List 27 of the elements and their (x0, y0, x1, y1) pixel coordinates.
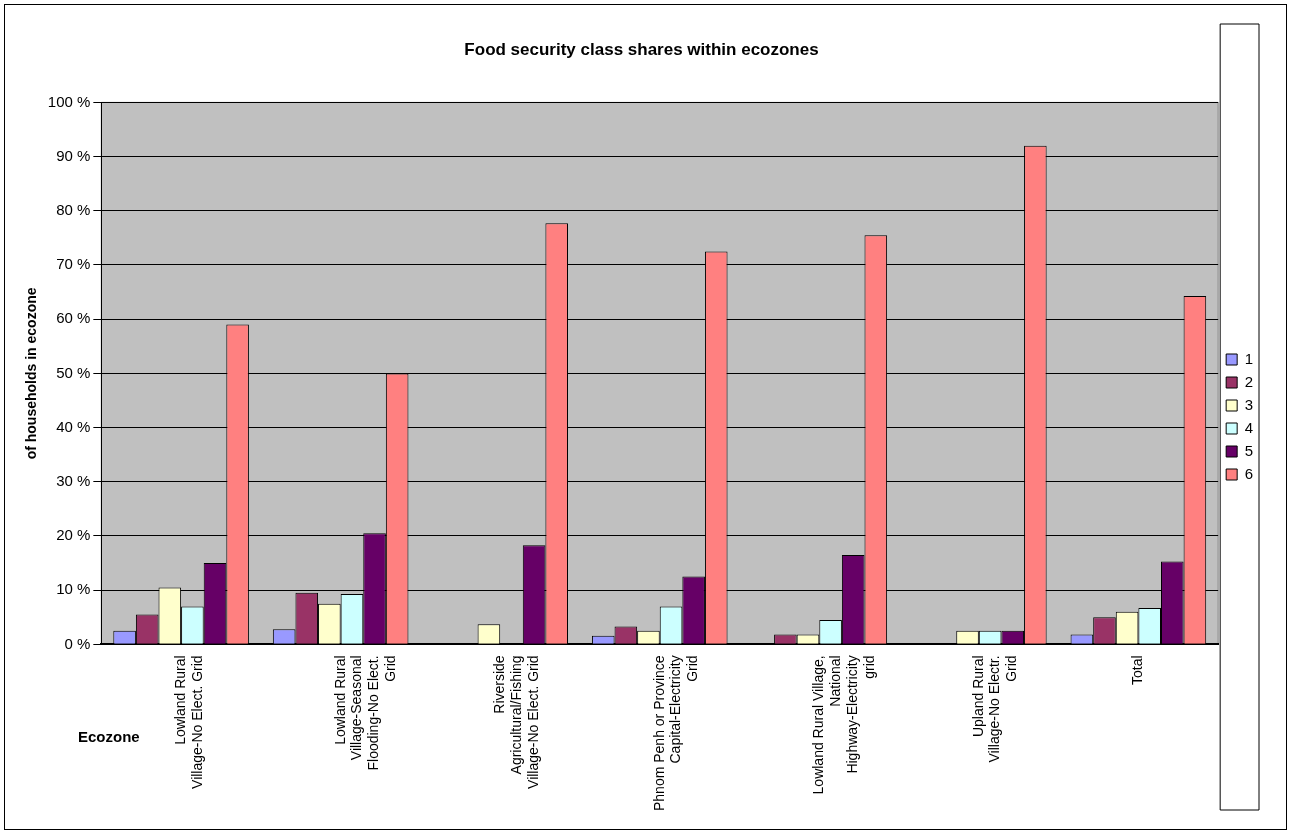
y-tick-label: 70 % (56, 255, 91, 273)
y-tick-label: 100 % (47, 92, 91, 110)
x-tick-label: Upland Rural Village-No Electr. Grid (969, 655, 1020, 763)
y-tick-label: 60 % (56, 309, 91, 327)
x-tick-label: Lowland Rural Village-No Elect. Grid (171, 655, 205, 789)
x-tick-label: Total (1129, 655, 1146, 685)
legend-label: 3 (1244, 395, 1253, 413)
y-tick-label: 40 % (56, 417, 91, 435)
y-tick-label: 80 % (56, 200, 91, 218)
legend-label: 6 (1244, 464, 1253, 482)
y-tick-label: 30 % (56, 471, 91, 489)
x-axis-title: Ecozone (78, 728, 140, 745)
y-tick-label: 0 % (64, 634, 91, 652)
y-tick-label: 20 % (56, 526, 91, 544)
y-axis-title: of households in ecozone (23, 287, 40, 460)
x-tick-label: Riverside Agricultural/Fishing Village-No Elect. Grid (491, 655, 541, 789)
x-tick-label: Phnom Penh or Province Capital-Electricity Grid (650, 655, 701, 811)
legend-label: 1 (1244, 349, 1253, 367)
y-tick-label: 90 % (56, 146, 91, 164)
legend-label: 5 (1244, 441, 1253, 459)
x-tick-label: Lowland Rural Village, National Highway-Electricity grid (810, 655, 877, 795)
chart-title: Food security class shares within ecozones (464, 39, 819, 59)
x-tick-label: Lowland Rural Village-Seasonal Flooding-No Elect. Grid (331, 655, 398, 771)
y-tick-label: 10 % (56, 580, 91, 598)
y-tick-label: 50 % (56, 363, 91, 381)
legend-label: 2 (1244, 372, 1253, 390)
legend-label: 4 (1244, 418, 1253, 436)
